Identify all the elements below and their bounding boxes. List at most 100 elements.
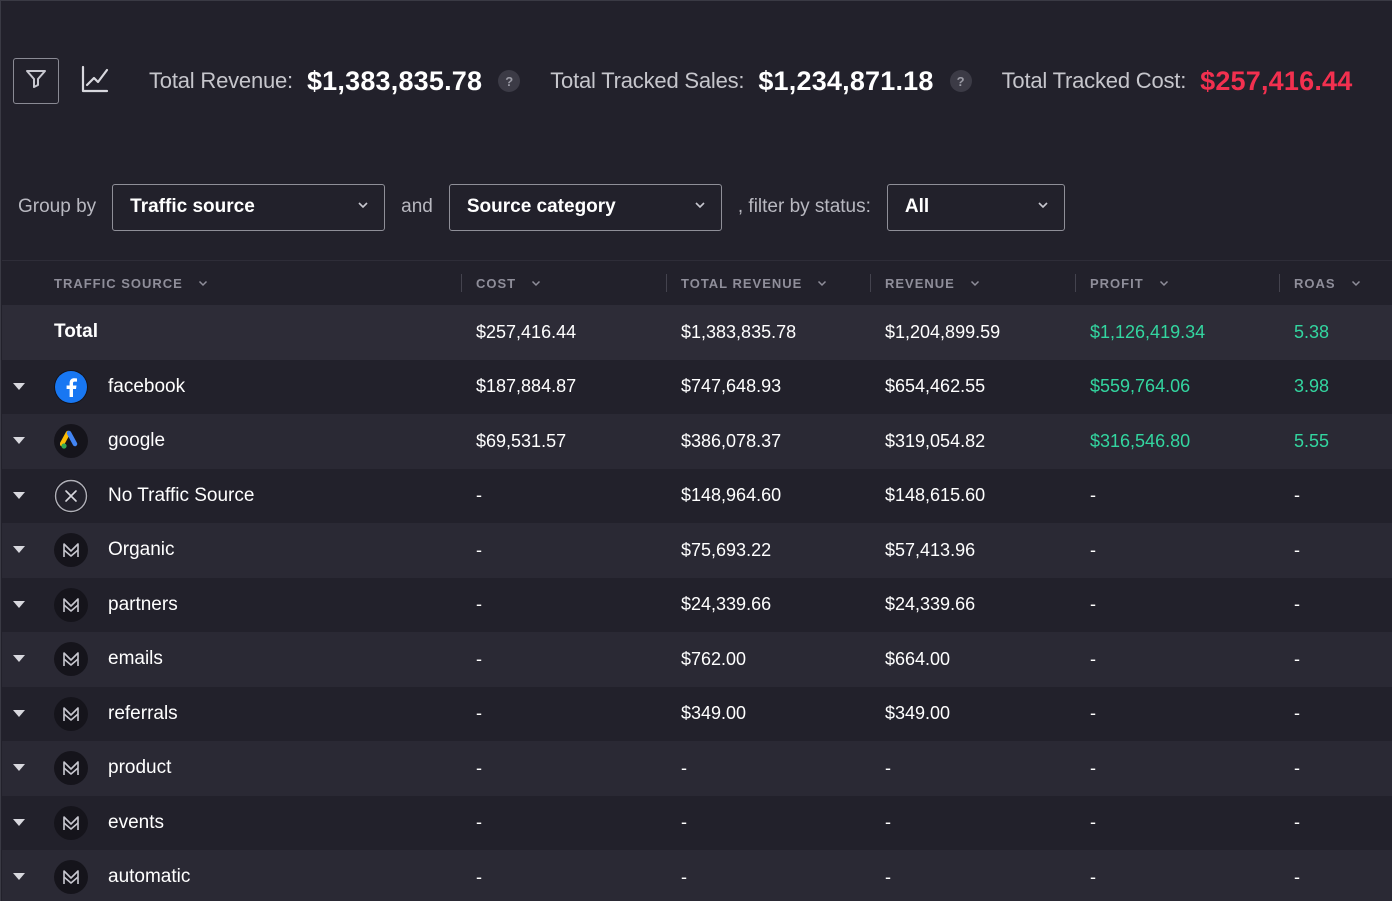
expand-caret-icon[interactable] bbox=[2, 818, 54, 828]
revenue-cell: $148,615.60 bbox=[885, 485, 986, 506]
column-header-total-revenue[interactable]: TOTAL REVENUE bbox=[666, 274, 870, 292]
source-name[interactable]: partners bbox=[108, 593, 178, 615]
total-revenue-cell: - bbox=[681, 757, 687, 778]
total-total-revenue: $1,383,835.78 bbox=[681, 321, 797, 342]
source-name[interactable]: google bbox=[108, 430, 166, 452]
total-label: Total bbox=[54, 321, 98, 343]
row-source: Organic bbox=[2, 523, 461, 578]
profit-cell: $559,764.06 bbox=[1090, 376, 1191, 397]
cost-cell: - bbox=[476, 812, 482, 833]
source-name[interactable]: Organic bbox=[108, 539, 175, 561]
expand-caret-icon[interactable] bbox=[2, 709, 54, 719]
help-icon[interactable]: ? bbox=[498, 70, 521, 92]
column-label: ROAS bbox=[1294, 275, 1336, 291]
summary-header: Total Revenue: $1,383,835.78 ? Total Tra… bbox=[13, 57, 1380, 105]
total-revenue-cell: $349.00 bbox=[681, 703, 747, 724]
expand-caret-icon[interactable] bbox=[2, 382, 54, 392]
column-header-cost[interactable]: COST bbox=[461, 274, 666, 292]
status-filter-select[interactable]: All bbox=[886, 183, 1065, 231]
chevron-down-icon bbox=[530, 277, 542, 289]
total-tracked-sales-metric: Total Tracked Sales: $1,234,871.18 ? bbox=[550, 65, 972, 97]
cost-cell: - bbox=[476, 648, 482, 669]
roas-cell: - bbox=[1294, 757, 1300, 778]
column-header-revenue[interactable]: REVENUE bbox=[870, 274, 1075, 292]
expand-caret-icon[interactable] bbox=[2, 436, 54, 446]
table-row[interactable]: events - - - - - bbox=[2, 795, 1392, 851]
total-row: Total $257,416.44 $1,383,835.78 $1,204,8… bbox=[2, 305, 1392, 360]
roas-cell: - bbox=[1294, 539, 1300, 560]
profit-cell: - bbox=[1090, 703, 1096, 724]
chevron-down-icon bbox=[356, 198, 370, 217]
table-row[interactable]: emails - $762.00 $664.00 - - bbox=[2, 632, 1392, 687]
expand-caret-icon[interactable] bbox=[2, 763, 54, 773]
total-tracked-cost-label: Total Tracked Cost: bbox=[1001, 68, 1187, 93]
group-by-secondary-select[interactable]: Source category bbox=[448, 183, 722, 231]
source-name[interactable]: emails bbox=[108, 648, 163, 670]
revenue-cell: $664.00 bbox=[885, 648, 951, 669]
cost-cell: - bbox=[476, 485, 482, 506]
chevron-down-icon bbox=[969, 277, 981, 289]
column-header-roas[interactable]: ROAS bbox=[1279, 274, 1392, 292]
table-row[interactable]: No Traffic Source - $148,964.60 $148,615.60… bbox=[2, 468, 1392, 523]
group-by-primary-select[interactable]: Traffic source bbox=[112, 183, 386, 231]
expand-caret-icon[interactable] bbox=[2, 654, 54, 664]
help-icon[interactable]: ? bbox=[949, 70, 972, 92]
brand-logo-icon bbox=[54, 696, 88, 731]
cost-cell: $187,884.87 bbox=[476, 376, 577, 397]
source-name[interactable]: product bbox=[108, 757, 172, 779]
total-revenue-cell: $75,693.22 bbox=[681, 539, 772, 560]
total-revenue-metric: Total Revenue: $1,383,835.78 ? bbox=[149, 66, 521, 97]
filter-button[interactable] bbox=[13, 58, 59, 104]
roas-cell: - bbox=[1294, 485, 1300, 506]
table-row[interactable]: partners - $24,339.66 $24,339.66 - - bbox=[2, 577, 1392, 632]
roas-cell: - bbox=[1294, 812, 1300, 833]
chevron-down-icon bbox=[1350, 277, 1362, 289]
revenue-cell: - bbox=[885, 866, 891, 887]
total-cost: $257,416.44 bbox=[476, 321, 577, 342]
status-filter-value: All bbox=[904, 196, 930, 217]
roas-cell: - bbox=[1294, 594, 1300, 615]
table-row[interactable]: automatic - - - - - bbox=[2, 850, 1392, 901]
chart-toggle-button[interactable] bbox=[75, 58, 115, 104]
profit-cell: - bbox=[1090, 648, 1096, 669]
expand-caret-icon[interactable] bbox=[2, 600, 54, 610]
roas-cell: - bbox=[1294, 648, 1300, 669]
total-revenue-cell: $24,339.66 bbox=[681, 594, 772, 615]
group-by-primary-value: Traffic source bbox=[130, 196, 255, 217]
expand-caret-icon[interactable] bbox=[2, 545, 54, 555]
total-revenue-cell: $762.00 bbox=[681, 648, 747, 669]
total-revenue-cell: - bbox=[681, 866, 687, 887]
total-tracked-sales-value: $1,234,871.18 bbox=[758, 65, 934, 96]
column-label: TOTAL REVENUE bbox=[681, 275, 803, 291]
row-source: events bbox=[2, 796, 461, 851]
revenue-cell: $654,462.55 bbox=[885, 376, 986, 397]
table-row[interactable]: referrals - $349.00 $349.00 - - bbox=[2, 686, 1392, 741]
column-header-profit[interactable]: PROFIT bbox=[1075, 274, 1279, 292]
table-row[interactable]: product - - - - - bbox=[2, 741, 1392, 796]
source-name[interactable]: referrals bbox=[108, 702, 178, 724]
table-row[interactable]: facebook $187,884.87 $747,648.93 $654,462.5… bbox=[2, 359, 1392, 414]
column-label: PROFIT bbox=[1090, 275, 1144, 291]
profit-cell: - bbox=[1090, 866, 1096, 887]
expand-caret-icon[interactable] bbox=[2, 491, 54, 501]
chevron-down-icon bbox=[197, 277, 209, 289]
source-name[interactable]: automatic bbox=[108, 866, 191, 888]
column-header-traffic-source[interactable]: TRAFFIC SOURCE bbox=[2, 274, 461, 292]
filter-icon bbox=[24, 67, 48, 96]
brand-logo-icon bbox=[54, 587, 88, 622]
cost-cell: - bbox=[476, 703, 482, 724]
chevron-down-icon bbox=[693, 198, 707, 217]
source-name[interactable]: facebook bbox=[108, 375, 186, 397]
column-label: COST bbox=[476, 275, 517, 291]
total-tracked-cost-metric: Total Tracked Cost: $257,416.44 bbox=[1002, 66, 1353, 97]
row-source: automatic bbox=[2, 850, 461, 901]
expand-caret-icon[interactable] bbox=[2, 872, 54, 882]
source-name[interactable]: No Traffic Source bbox=[108, 484, 255, 506]
revenue-cell: $24,339.66 bbox=[885, 594, 976, 615]
group-by-secondary-value: Source category bbox=[466, 196, 616, 217]
source-name[interactable]: events bbox=[108, 811, 164, 833]
chevron-down-icon bbox=[816, 277, 828, 289]
table-row[interactable]: google $69,531.57 $386,078.37 $319,054.82 $3… bbox=[2, 414, 1392, 469]
google-ads-icon bbox=[54, 424, 88, 459]
table-row[interactable]: Organic - $75,693.22 $57,413.96 - - bbox=[2, 523, 1392, 578]
